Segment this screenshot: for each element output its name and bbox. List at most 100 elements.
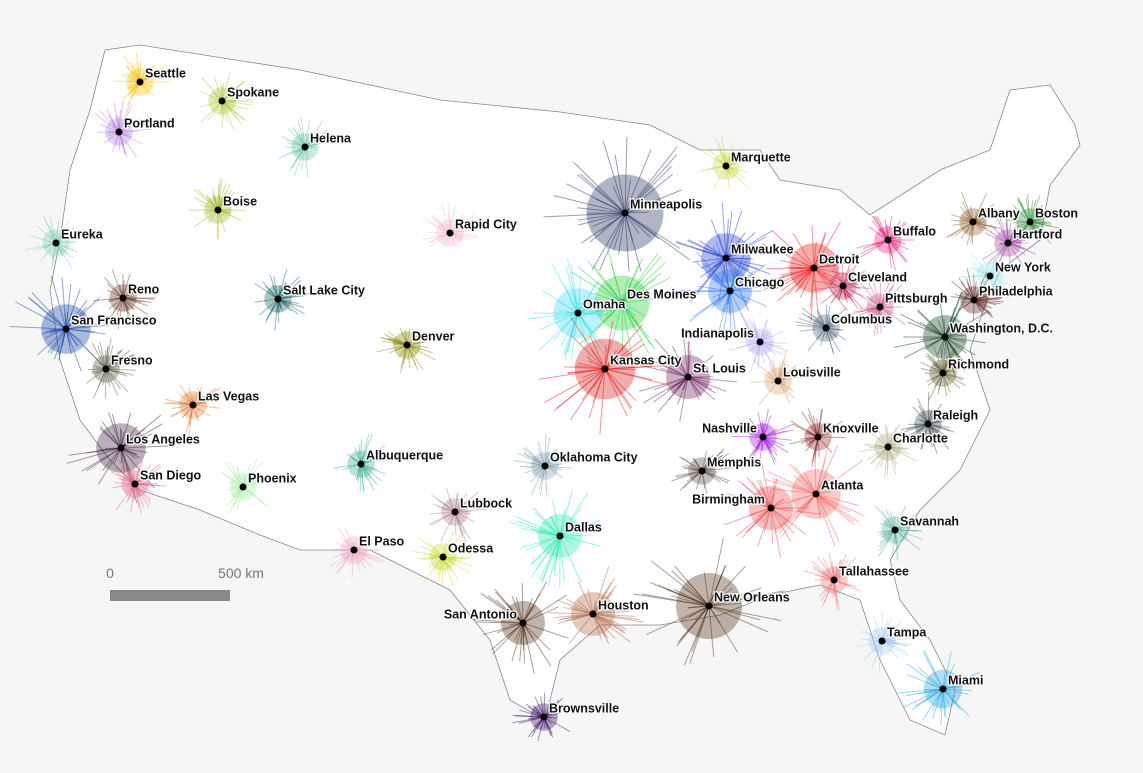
region-link bbox=[587, 260, 623, 304]
region-link bbox=[815, 473, 828, 495]
region-link bbox=[799, 327, 827, 332]
region-link bbox=[708, 605, 761, 621]
region-link bbox=[758, 380, 779, 406]
region-link bbox=[543, 716, 571, 732]
region-link bbox=[304, 129, 328, 148]
region-link bbox=[688, 605, 710, 619]
region-link bbox=[742, 321, 761, 343]
region-link bbox=[193, 209, 219, 228]
region-link bbox=[216, 209, 219, 240]
region-link bbox=[759, 341, 788, 344]
region-link bbox=[710, 219, 727, 259]
region-link bbox=[559, 490, 573, 537]
region-link bbox=[552, 264, 579, 314]
region-link bbox=[360, 463, 375, 492]
region-link bbox=[813, 267, 861, 290]
region-link bbox=[556, 300, 579, 314]
region-link bbox=[333, 463, 362, 469]
region-link bbox=[217, 178, 221, 211]
region-link bbox=[612, 185, 626, 214]
region-link bbox=[923, 688, 944, 702]
region-link bbox=[906, 423, 929, 430]
region-link bbox=[774, 493, 817, 535]
region-link bbox=[822, 558, 835, 581]
region-link bbox=[701, 453, 730, 472]
region-link bbox=[850, 306, 881, 315]
city-label: Dallas bbox=[565, 520, 602, 534]
region-link bbox=[832, 264, 844, 287]
region-link bbox=[663, 364, 689, 378]
region-link bbox=[762, 429, 794, 438]
region-link bbox=[353, 541, 376, 551]
region-link bbox=[904, 423, 929, 439]
region-link bbox=[812, 280, 844, 287]
region-link bbox=[304, 138, 336, 148]
region-link bbox=[449, 214, 466, 234]
region-link bbox=[989, 261, 1011, 277]
region-link bbox=[301, 146, 306, 171]
region-link bbox=[879, 282, 881, 308]
region-link bbox=[134, 463, 161, 485]
region-link bbox=[894, 529, 921, 551]
region-link bbox=[524, 465, 546, 474]
region-link bbox=[592, 613, 645, 623]
region-link bbox=[750, 495, 772, 509]
region-link bbox=[813, 267, 819, 318]
region-link bbox=[973, 275, 992, 301]
region-link bbox=[743, 327, 761, 343]
region-link bbox=[1029, 215, 1054, 223]
region-link bbox=[881, 624, 899, 642]
region-link bbox=[406, 344, 436, 361]
region-link bbox=[118, 131, 126, 155]
region-link bbox=[596, 281, 623, 304]
region-link bbox=[65, 324, 110, 330]
region-link bbox=[900, 313, 946, 338]
region-link bbox=[859, 446, 889, 453]
region-link bbox=[332, 548, 355, 551]
region-link bbox=[756, 479, 772, 509]
region-link bbox=[553, 312, 579, 341]
city-label: Savannah bbox=[900, 514, 959, 528]
region-link bbox=[696, 257, 727, 293]
region-link bbox=[242, 486, 267, 506]
region-link bbox=[449, 232, 479, 239]
region-link bbox=[887, 239, 909, 251]
city-label: New York bbox=[995, 260, 1051, 274]
region-link bbox=[592, 613, 625, 632]
region-link bbox=[185, 404, 194, 436]
region-link bbox=[559, 535, 601, 547]
region-link bbox=[886, 446, 889, 476]
region-link bbox=[966, 268, 975, 301]
region-link bbox=[606, 244, 623, 304]
region-link bbox=[872, 279, 881, 308]
city-dot bbox=[684, 373, 692, 381]
region-link bbox=[229, 461, 244, 488]
region-link bbox=[815, 493, 860, 507]
region-link bbox=[927, 392, 930, 425]
region-link bbox=[860, 239, 889, 255]
region-link bbox=[221, 72, 231, 102]
region-link bbox=[105, 368, 128, 377]
region-link bbox=[942, 688, 973, 692]
region-link bbox=[221, 471, 244, 488]
region-link bbox=[691, 605, 710, 652]
region-link bbox=[654, 338, 689, 378]
region-link bbox=[972, 203, 995, 223]
region-link bbox=[65, 300, 88, 330]
region-link bbox=[922, 652, 944, 690]
region-link bbox=[701, 450, 724, 472]
region-link bbox=[701, 454, 724, 472]
region-link bbox=[192, 404, 221, 409]
region-link bbox=[701, 470, 729, 484]
region-link bbox=[564, 366, 606, 370]
region-link bbox=[134, 483, 140, 509]
region-link bbox=[613, 212, 626, 251]
region-link bbox=[972, 212, 998, 223]
region-link bbox=[592, 613, 636, 617]
region-link bbox=[945, 221, 974, 239]
region-link bbox=[708, 149, 727, 167]
region-link bbox=[102, 447, 122, 471]
region-link bbox=[103, 276, 124, 299]
region-link bbox=[111, 413, 122, 449]
region-link bbox=[759, 341, 789, 352]
